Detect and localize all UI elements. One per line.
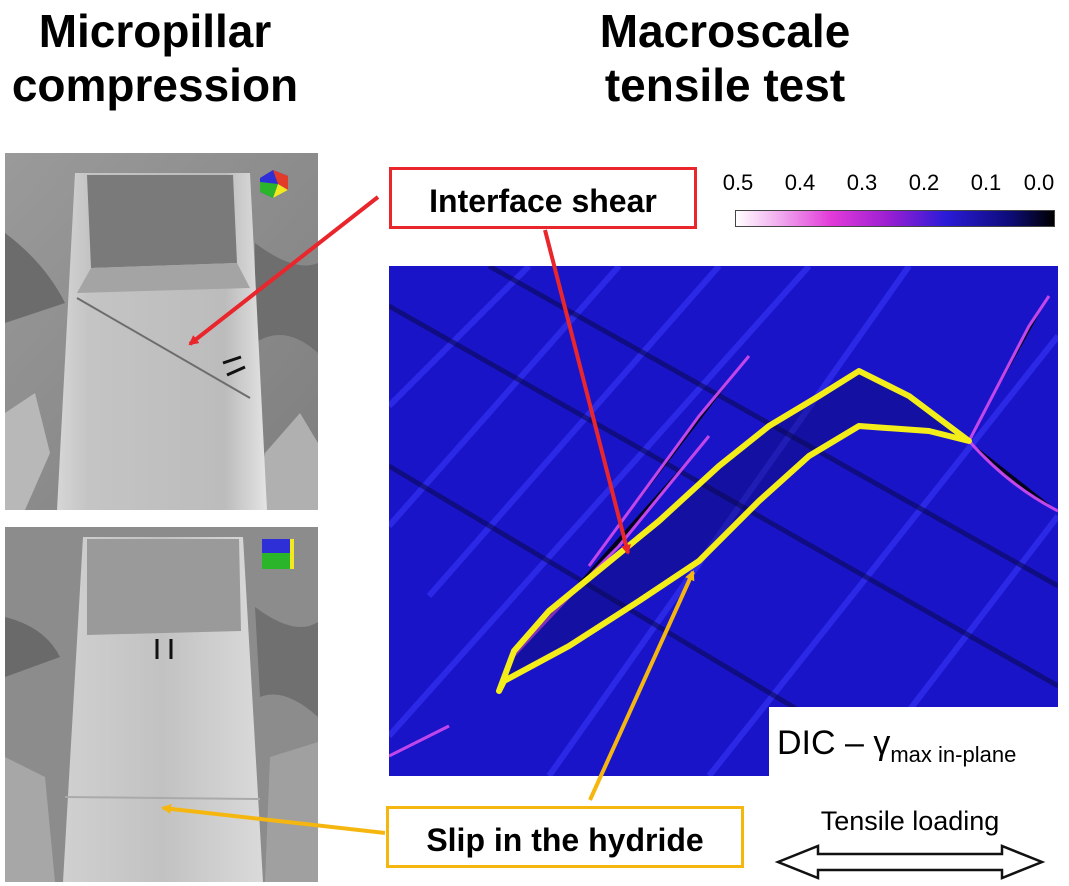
heading-line: tensile test [604,59,846,111]
sem-micropillar-bottom-image [5,527,318,882]
arrow-to-hydride [588,570,695,801]
dic-label-subscript: max in-plane [890,742,1017,767]
colorbar-ticks: 0.5 0.4 0.3 0.2 0.1 0.0 [716,170,1056,200]
macroscale-heading: Macroscale tensile test [560,4,890,112]
sem-micropillar-top-image [5,153,318,510]
micropillar-heading: Micropillar compression [0,4,310,112]
colorbar-tick: 0.0 [1023,170,1055,195]
dic-strain-map [389,266,1058,776]
tensile-double-arrow-icon [774,844,1046,880]
dic-label-main: DIC – γ [777,724,891,762]
dic-gamma-label: DIC – γmax in-plane [769,707,1061,779]
colorbar-tick: 0.3 [846,170,878,195]
arrow-to-pillar-bottom [161,803,386,835]
colorbar-tick: 0.1 [970,170,1002,195]
heading-line: Macroscale [599,5,851,57]
colorbar [735,210,1055,227]
tensile-loading-label: Tensile loading [820,806,1000,836]
colorbar-tick: 0.4 [784,170,816,195]
interface-shear-arrows [188,195,631,555]
slip-arrows [161,570,695,835]
interface-shear-callout: Interface shear [389,167,697,229]
heading-line: Micropillar [38,5,272,57]
colorbar-tick: 0.5 [722,170,754,195]
arrow-to-pillar-top [188,195,380,346]
arrow-to-interface [543,229,631,555]
colorbar-tick: 0.2 [908,170,940,195]
heading-line: compression [11,59,299,111]
slip-in-hydride-callout: Slip in the hydride [386,806,744,868]
